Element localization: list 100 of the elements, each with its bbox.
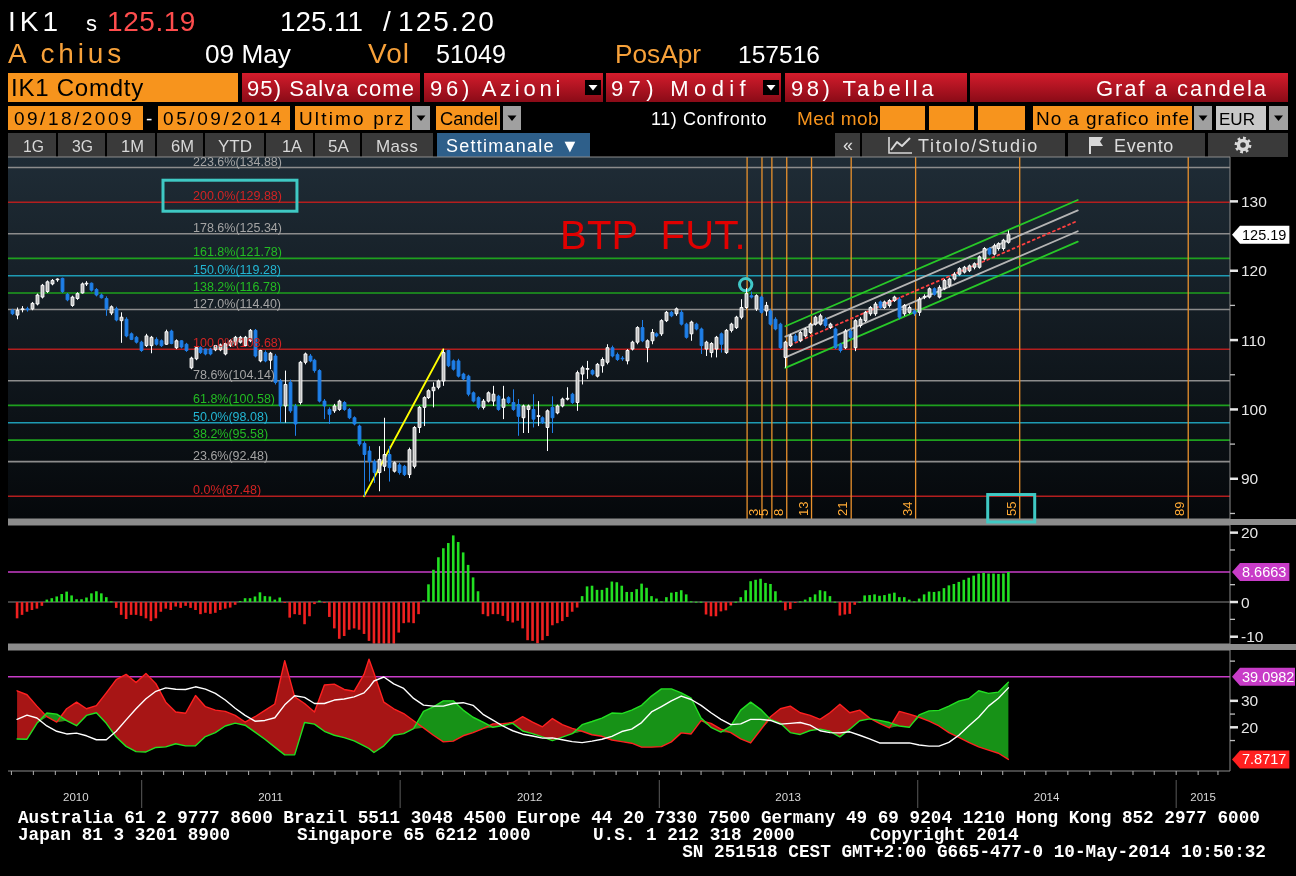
- text: /: [383, 6, 392, 37]
- bar: [184, 602, 187, 606]
- candlestick: [749, 291, 754, 299]
- candlestick: [689, 320, 694, 342]
- bar: [228, 602, 232, 608]
- bar: [878, 595, 881, 603]
- candlestick: [550, 395, 555, 434]
- bar: [630, 591, 633, 603]
- bar: [640, 583, 643, 603]
- bar: [551, 602, 554, 626]
- text: Copyright 2014: [870, 825, 1019, 845]
- bar: [907, 599, 911, 603]
- bar: [164, 602, 168, 609]
- bar: [179, 602, 182, 608]
- text: 3G: [72, 138, 93, 155]
- text: Titolo/Studio: [918, 136, 1039, 156]
- bar: [1002, 573, 1005, 603]
- bar: [873, 594, 876, 603]
- bar: [883, 595, 886, 603]
- ref-line-label: 38.2%(95.58): [193, 427, 269, 442]
- text: 05/09/2014: [163, 108, 284, 129]
- y-tick-label: 20: [1241, 718, 1259, 736]
- text: 51049: [436, 40, 506, 68]
- candlestick: [20, 305, 25, 313]
- text: 1A: [282, 137, 303, 155]
- bar: [169, 602, 173, 610]
- ref-line-label: 21: [835, 501, 851, 516]
- y-tick-label: 130: [1241, 192, 1268, 210]
- bar: [199, 602, 202, 615]
- candlestick: [263, 349, 268, 363]
- x-tick-label: 2011: [258, 791, 283, 803]
- candlestick: [878, 300, 883, 310]
- text: PosApr: [615, 39, 702, 69]
- candlestick: [169, 329, 174, 345]
- bar: [674, 591, 678, 603]
- x-tick-label: 2012: [516, 791, 543, 803]
- text: 95) Salva come: [247, 76, 415, 101]
- bar: [977, 573, 980, 603]
- bar: [853, 602, 857, 605]
- bar: [303, 602, 306, 625]
- ref-line-label: 89: [1172, 501, 1188, 516]
- bar: [55, 596, 59, 603]
- text: 1G: [23, 138, 44, 155]
- text: 09 May: [205, 39, 292, 69]
- bar: [50, 598, 54, 603]
- bar: [684, 594, 688, 603]
- text: «: [842, 135, 854, 155]
- bar: [278, 597, 282, 603]
- bar: [189, 602, 192, 608]
- bar: [114, 602, 118, 608]
- bar: [511, 602, 515, 623]
- bar: [769, 583, 772, 603]
- text: IK1: [8, 6, 62, 37]
- bar: [342, 602, 346, 637]
- bar: [65, 591, 68, 603]
- ref-line-label: 200.0%(129.88): [193, 189, 282, 204]
- candlestick: [540, 415, 545, 425]
- bar: [194, 602, 197, 610]
- x-tick-label: 2014: [1033, 791, 1060, 803]
- bar: [174, 602, 177, 607]
- bar: [739, 597, 743, 603]
- y-tick-label: 30: [1241, 692, 1259, 710]
- bar: [333, 602, 336, 629]
- candlestick: [15, 306, 20, 320]
- ref-line-label: 13: [795, 501, 811, 516]
- bar: [788, 602, 792, 609]
- text: U.S. 1 212 318 2000: [593, 825, 795, 845]
- bar: [764, 582, 767, 603]
- bar: [774, 591, 777, 603]
- bar: [526, 602, 529, 641]
- bar: [982, 572, 985, 603]
- bar: [531, 602, 534, 641]
- bar: [105, 597, 108, 603]
- ref-line-label: 23.6%(92.48): [193, 448, 269, 463]
- text: Settimanale ▼: [446, 136, 580, 156]
- bar: [100, 593, 103, 603]
- candlestick: [719, 331, 724, 354]
- bar: [987, 573, 990, 603]
- ref-line-label: 178.6%(125.34): [193, 220, 282, 235]
- candlestick: [843, 328, 848, 350]
- candlestick: [119, 311, 124, 344]
- bar: [962, 579, 966, 603]
- candlestick: [501, 385, 506, 420]
- y-tick-label: 20: [1241, 524, 1259, 542]
- bar: [85, 597, 88, 603]
- text: 1M: [121, 137, 144, 156]
- bar: [888, 593, 891, 603]
- text: 97) Modif: [611, 76, 751, 101]
- bar: [427, 584, 430, 603]
- candlestick: [823, 316, 828, 329]
- candlestick: [932, 286, 937, 297]
- ref-line-label: 55: [1003, 501, 1019, 516]
- candlestick: [283, 370, 288, 424]
- text: 125.19: [107, 6, 197, 37]
- x-tick-label: 2013: [775, 791, 801, 803]
- bar: [898, 597, 901, 603]
- ref-line-label: 61.8%(100.58): [193, 392, 276, 407]
- bar: [397, 602, 401, 633]
- text: YTD: [218, 137, 252, 156]
- candlestick: [387, 445, 392, 483]
